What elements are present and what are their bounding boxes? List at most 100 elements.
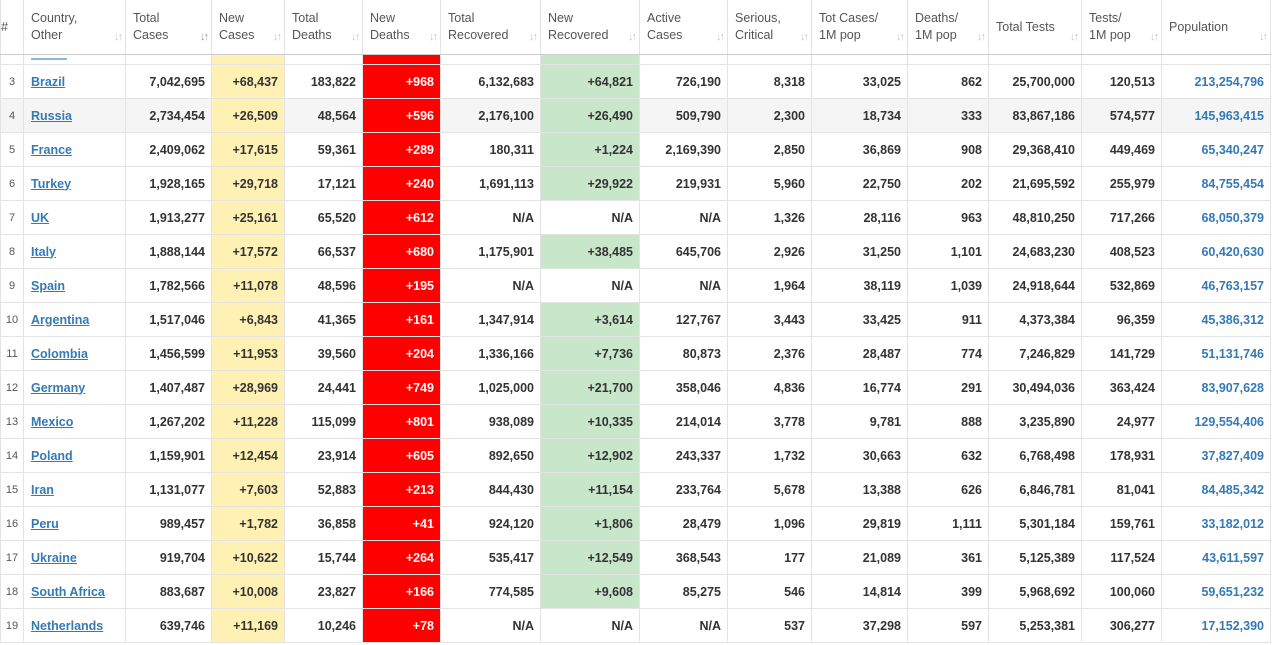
country-link[interactable]: Netherlands — [31, 618, 104, 633]
table-row: 9 Spain 1,782,566 +11,078 48,596 +195 N/A N/A N/… — [0, 268, 1271, 303]
cell-total-tests: 5,125,389 — [988, 540, 1082, 575]
column-header-new-cases[interactable]: New Cases ↓↑ — [211, 0, 285, 55]
cell-active-cases: 127,767 — [639, 302, 728, 337]
sort-icon[interactable]: ↓↑ — [716, 31, 725, 43]
sort-icon[interactable]: ↓↑ — [200, 31, 209, 43]
cell-total-tests: 21,695,592 — [988, 166, 1082, 201]
cell-country: Poland — [23, 438, 126, 473]
sort-icon[interactable]: ↓↑ — [1070, 31, 1079, 43]
cell-serious-critical: 5,678 — [727, 472, 812, 507]
country-link[interactable]: Spain — [31, 278, 66, 293]
cell-deaths-per-1m: 333 — [907, 98, 989, 133]
column-header-total-cases[interactable]: Total Cases ↓↑ — [125, 0, 212, 55]
cell-total-tests: 29,368,410 — [988, 132, 1082, 167]
cell-total-deaths: 59,361 — [284, 132, 363, 167]
cell-total-cases: 1,782,566 — [125, 268, 212, 303]
cell-total-cases: 1,928,165 — [125, 166, 212, 201]
column-header-serious-critical[interactable]: Serious, Critical ↓↑ — [727, 0, 812, 55]
column-header-total-deaths[interactable]: Total Deaths ↓↑ — [284, 0, 363, 55]
column-header-new-recovered[interactable]: New Recovered ↓↑ — [540, 0, 640, 55]
cell-new-recovered: +9,608 — [540, 574, 640, 609]
cell-new-recovered: +38,485 — [540, 234, 640, 269]
sort-icon[interactable]: ↓↑ — [273, 31, 282, 43]
cell-total-tests: 5,253,381 — [988, 608, 1082, 643]
country-link[interactable]: UK — [31, 210, 50, 225]
cell-new-deaths: +596 — [362, 98, 441, 133]
cell-population: 59,651,232 — [1161, 574, 1271, 609]
cell-cases-per-1m: 38,119 — [811, 268, 908, 303]
country-link[interactable]: Turkey — [31, 176, 72, 191]
country-link[interactable]: Mexico — [31, 414, 74, 429]
column-header-label: Tot Cases/ 1M pop — [819, 11, 879, 42]
cell-new-cases: +17,572 — [211, 234, 285, 269]
cell-country: Italy — [23, 234, 126, 269]
sort-icon[interactable]: ↓↑ — [351, 31, 360, 43]
cell-new-cases: +6,843 — [211, 302, 285, 337]
country-link[interactable]: Ukraine — [31, 550, 77, 565]
country-link[interactable]: Poland — [31, 448, 73, 463]
sort-icon[interactable]: ↓↑ — [800, 31, 809, 43]
country-link[interactable]: Germany — [31, 380, 86, 395]
cell-total-recovered: 1,175,901 — [440, 234, 541, 269]
column-header-cases-per-1m[interactable]: Tot Cases/ 1M pop ↓↑ — [811, 0, 908, 55]
sort-icon[interactable]: ↓↑ — [977, 31, 986, 43]
sort-icon[interactable]: ↓↑ — [1150, 31, 1159, 43]
cell-cases-per-1m: 33,025 — [811, 64, 908, 99]
column-header-deaths-per-1m[interactable]: Deaths/ 1M pop ↓↑ — [907, 0, 989, 55]
cell-deaths-per-1m: 908 — [907, 132, 989, 167]
cell-total-deaths: 183,822 — [284, 64, 363, 99]
column-header-country[interactable]: Country, Other ↓↑ — [23, 0, 126, 55]
column-header-total-recovered[interactable]: Total Recovered ↓↑ — [440, 0, 541, 55]
table-row: 18 South Africa 883,687 +10,008 23,827 +166 77… — [0, 574, 1271, 609]
cell-new-recovered: +21,700 — [540, 370, 640, 405]
country-link[interactable]: Russia — [31, 108, 72, 123]
cell-population: 84,755,454 — [1161, 166, 1271, 201]
cell-total-tests: 48,810,250 — [988, 200, 1082, 235]
cell-total-recovered: 1,347,914 — [440, 302, 541, 337]
column-header-population[interactable]: Population ↓↑ — [1161, 0, 1271, 55]
cell-new-deaths: +289 — [362, 132, 441, 167]
cell-cases-per-1m: 9,781 — [811, 404, 908, 439]
cell-new-cases: +28,969 — [211, 370, 285, 405]
cell-rank: 17 — [0, 540, 24, 575]
cell-cases-per-1m: 21,089 — [811, 540, 908, 575]
column-header-active-cases[interactable]: Active Cases ↓↑ — [639, 0, 728, 55]
column-header-tests-per-1m[interactable]: Tests/ 1M pop ↓↑ — [1081, 0, 1162, 55]
country-link[interactable]: France — [31, 142, 72, 157]
cell-population: 213,254,796 — [1161, 64, 1271, 99]
sort-icon[interactable]: ↓↑ — [114, 31, 123, 43]
country-link[interactable]: Colombia — [31, 346, 88, 361]
cell-serious-critical: 2,300 — [727, 98, 812, 133]
cell-active-cases: 219,931 — [639, 166, 728, 201]
table-row: 15 Iran 1,131,077 +7,603 52,883 +213 844,430 +1… — [0, 472, 1271, 507]
cell-tests-per-1m: 178,931 — [1081, 438, 1162, 473]
column-header-new-deaths[interactable]: New Deaths ↓↑ — [362, 0, 441, 55]
country-link[interactable]: Peru — [31, 516, 59, 531]
sort-icon[interactable]: ↓↑ — [1259, 31, 1268, 43]
cell-total-deaths: 65,520 — [284, 200, 363, 235]
cell-new-cases: +11,078 — [211, 268, 285, 303]
column-header-total-tests[interactable]: Total Tests ↓↑ — [988, 0, 1082, 55]
cell-cases-per-1m: 28,487 — [811, 336, 908, 371]
cell-new-deaths: +749 — [362, 370, 441, 405]
cell-total-cases: 1,456,599 — [125, 336, 212, 371]
country-link[interactable]: Argentina — [31, 312, 90, 327]
cell-rank: 4 — [0, 98, 24, 133]
cell-country: Germany — [23, 370, 126, 405]
cell-new-recovered: N/A — [540, 268, 640, 303]
country-link[interactable]: South Africa — [31, 584, 105, 599]
header-row: # Country, Other ↓↑ Total Cases ↓↑ New Cases ↓… — [0, 0, 1271, 55]
cell-rank: 13 — [0, 404, 24, 439]
sort-icon[interactable]: ↓↑ — [896, 31, 905, 43]
country-link[interactable]: Italy — [31, 244, 57, 259]
cell-total-deaths: 48,596 — [284, 268, 363, 303]
country-link[interactable]: Iran — [31, 482, 54, 497]
column-header-label: New Deaths — [370, 11, 410, 42]
cell-deaths-per-1m: 1,101 — [907, 234, 989, 269]
cell-active-cases: 85,275 — [639, 574, 728, 609]
sort-icon[interactable]: ↓↑ — [628, 31, 637, 43]
sort-icon[interactable]: ↓↑ — [429, 31, 438, 43]
country-link[interactable]: Brazil — [31, 74, 66, 89]
sort-icon[interactable]: ↓↑ — [529, 31, 538, 43]
